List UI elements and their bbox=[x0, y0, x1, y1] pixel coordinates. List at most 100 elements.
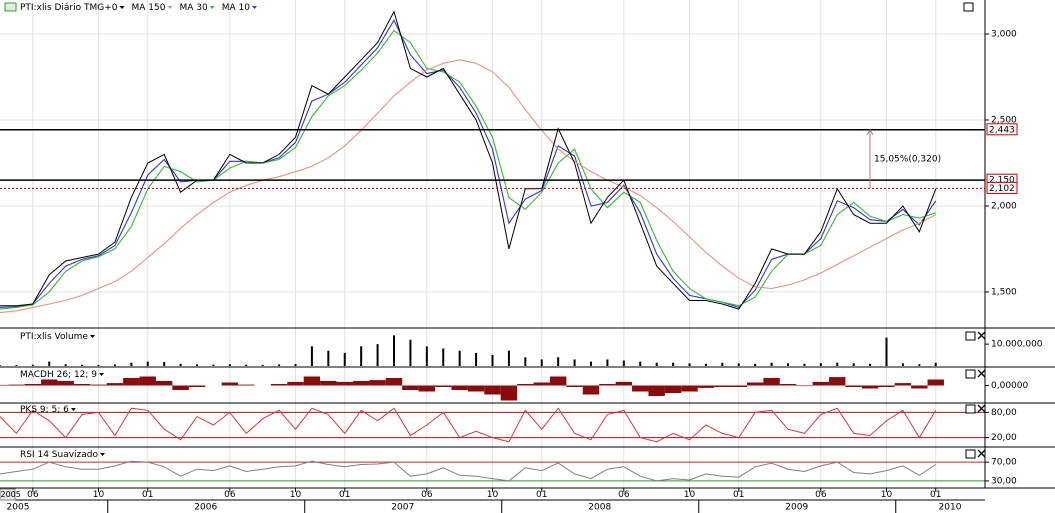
close-button[interactable] bbox=[977, 449, 986, 458]
bar bbox=[294, 364, 297, 366]
annotation-arrowhead bbox=[866, 128, 874, 136]
bar bbox=[599, 384, 616, 386]
bar bbox=[500, 385, 518, 401]
bar bbox=[310, 346, 313, 366]
bar bbox=[238, 384, 255, 386]
bar bbox=[540, 359, 543, 366]
close-button[interactable] bbox=[977, 404, 986, 413]
bar bbox=[146, 361, 149, 366]
x-tick-label: 01 bbox=[733, 490, 744, 500]
bar bbox=[467, 385, 485, 392]
legend-entry[interactable]: PTI:xlis Diário TMG+0 bbox=[20, 3, 118, 13]
maximize-button[interactable] bbox=[965, 331, 976, 341]
bar bbox=[0, 365, 1, 366]
bar bbox=[0, 384, 9, 386]
bar bbox=[622, 360, 625, 366]
series-line bbox=[0, 460, 937, 482]
bar bbox=[704, 363, 707, 366]
maximize-button[interactable] bbox=[963, 2, 974, 12]
bar bbox=[442, 348, 445, 366]
bar bbox=[97, 364, 100, 366]
bar bbox=[130, 362, 133, 366]
bar bbox=[278, 364, 281, 366]
bar bbox=[812, 381, 830, 386]
bar bbox=[451, 385, 468, 390]
bar bbox=[934, 362, 937, 366]
legend-entry[interactable]: MA 150 bbox=[132, 3, 166, 13]
bar bbox=[779, 384, 797, 386]
title-dropdown bbox=[89, 335, 95, 338]
bar bbox=[8, 384, 25, 386]
series-line bbox=[0, 19, 937, 309]
bar bbox=[48, 361, 51, 366]
bar bbox=[573, 359, 576, 366]
x-tick-label: 10 bbox=[290, 490, 302, 500]
legend-entry[interactable]: MA 30 bbox=[179, 3, 208, 13]
panel-title[interactable]: PKS 9; 5; 6 bbox=[20, 405, 69, 415]
level-label-box bbox=[986, 181, 1018, 194]
maximize-button[interactable] bbox=[965, 449, 976, 459]
bar bbox=[878, 385, 895, 387]
legend-icon bbox=[4, 2, 17, 12]
bar bbox=[918, 364, 921, 366]
bar bbox=[491, 355, 494, 366]
x-tick-label: 06 bbox=[27, 490, 39, 500]
bar bbox=[861, 385, 879, 389]
annotation: 15,05%(0,320) bbox=[874, 155, 941, 165]
bar bbox=[90, 384, 107, 386]
bar bbox=[179, 363, 182, 366]
level-label-box bbox=[986, 123, 1018, 136]
legend-entry[interactable]: MA 10 bbox=[222, 3, 251, 13]
year-label: 2006 bbox=[194, 503, 217, 513]
bar bbox=[458, 350, 461, 366]
panel-title[interactable]: RSI 14 Suavizado bbox=[20, 450, 99, 460]
close-button[interactable] bbox=[977, 369, 986, 378]
bar bbox=[320, 381, 337, 386]
bar bbox=[557, 357, 560, 366]
bar bbox=[911, 385, 928, 389]
bar bbox=[409, 339, 412, 366]
year-label: 2007 bbox=[391, 503, 414, 513]
panel-title[interactable]: PTI:xlis Volume bbox=[20, 332, 88, 342]
bar bbox=[369, 380, 386, 386]
year-label: 2009 bbox=[785, 503, 808, 513]
bar bbox=[615, 381, 633, 386]
bar bbox=[484, 385, 501, 395]
x-tick-label: 06 bbox=[224, 490, 236, 500]
year-label: 2008 bbox=[588, 503, 611, 513]
frame bbox=[0, 0, 1055, 501]
bar bbox=[261, 364, 264, 366]
plot bbox=[0, 10, 985, 482]
bar bbox=[787, 363, 789, 366]
maximize-button[interactable] bbox=[965, 404, 976, 414]
y-tick-label: 80,00 bbox=[991, 408, 1017, 418]
series-line bbox=[0, 29, 936, 310]
bar bbox=[475, 352, 478, 366]
level-label: 2,150 bbox=[989, 176, 1015, 186]
close-button[interactable] bbox=[977, 331, 986, 340]
y-tick-label: 30,00 bbox=[991, 476, 1017, 486]
bar bbox=[163, 362, 166, 366]
legend-dropdown bbox=[167, 6, 173, 9]
panel-title[interactable]: MACDH 26; 12; 9 bbox=[20, 370, 97, 380]
series-line bbox=[0, 59, 937, 314]
bar bbox=[582, 385, 600, 395]
bar bbox=[31, 364, 34, 366]
bar bbox=[524, 357, 527, 366]
x-tick-label: 01 bbox=[536, 490, 547, 500]
bar bbox=[763, 378, 780, 386]
bar bbox=[172, 385, 189, 390]
bar bbox=[681, 385, 698, 392]
bar bbox=[721, 362, 724, 366]
bar bbox=[852, 363, 855, 366]
x-tick-label: 06 bbox=[421, 490, 433, 500]
bar bbox=[418, 385, 436, 392]
bar bbox=[566, 385, 583, 387]
maximize-button[interactable] bbox=[965, 369, 976, 379]
y-tick-label: 10.000.000 bbox=[991, 340, 1043, 350]
bar bbox=[15, 365, 18, 366]
title-dropdown bbox=[99, 373, 105, 376]
x-tick-label: 01 bbox=[930, 490, 941, 500]
bar bbox=[336, 381, 353, 386]
bar bbox=[435, 385, 452, 387]
